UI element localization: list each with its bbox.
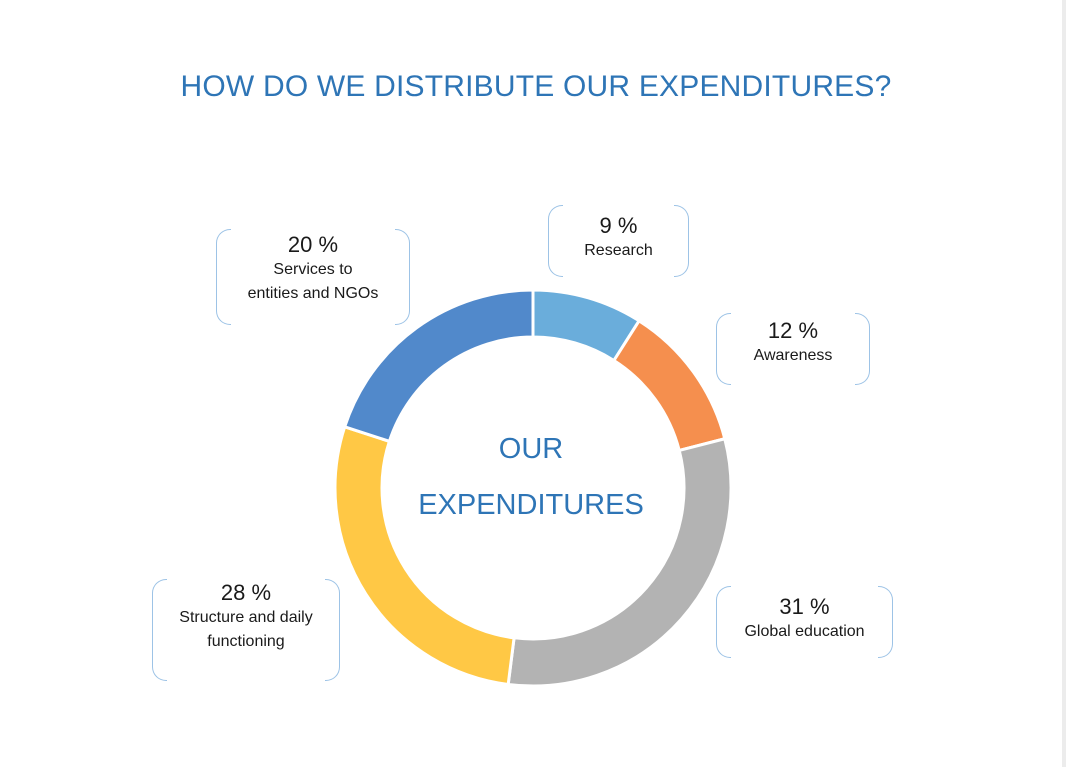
donut-slice-services-to-entities-and-ngos xyxy=(342,288,535,444)
callout-bracket-right xyxy=(855,313,870,385)
callout-bracket-right xyxy=(878,586,893,658)
callout-bracket-right xyxy=(395,229,410,325)
slice-label: Awareness xyxy=(753,347,833,364)
slice-percent: 31 % xyxy=(779,594,830,619)
center-label-line2: EXPENDITURES xyxy=(418,489,644,521)
slice-label: Global education xyxy=(744,623,865,640)
callout-structure: 28 % Structure and daily functioning xyxy=(152,579,340,681)
slice-percent: 9 % xyxy=(599,213,638,238)
callout-bracket-right xyxy=(325,579,340,681)
slice-percent: 28 % xyxy=(220,580,272,605)
donut-slice-global-education xyxy=(506,436,733,688)
callout-bracket-left xyxy=(716,586,731,658)
callout-research: 9 % Research xyxy=(548,205,689,277)
donut-slice-awareness xyxy=(611,318,727,453)
center-label-line1: OUR xyxy=(498,433,564,465)
callout-bracket-left xyxy=(716,313,731,385)
slice-percent: 20 % xyxy=(287,232,339,257)
slice-percent: 12 % xyxy=(767,318,819,343)
slice-label: Services to entities and NGOs xyxy=(247,261,379,302)
callout-bracket-left xyxy=(216,229,231,325)
callout-global-education: 31 % Global education xyxy=(716,586,893,658)
slice-label: Structure and daily functioning xyxy=(179,609,313,650)
callout-awareness: 12 % Awareness xyxy=(716,313,870,385)
page-edge xyxy=(1062,0,1066,767)
callout-bracket-left xyxy=(548,205,563,277)
chart-title: HOW DO WE DISTRIBUTE OUR EXPENDITURES? xyxy=(180,70,892,103)
slice-label: Research xyxy=(584,242,653,259)
callout-services: 20 % Services to entities and NGOs xyxy=(216,229,410,325)
callout-bracket-left xyxy=(152,579,167,681)
callout-bracket-right xyxy=(674,205,689,277)
